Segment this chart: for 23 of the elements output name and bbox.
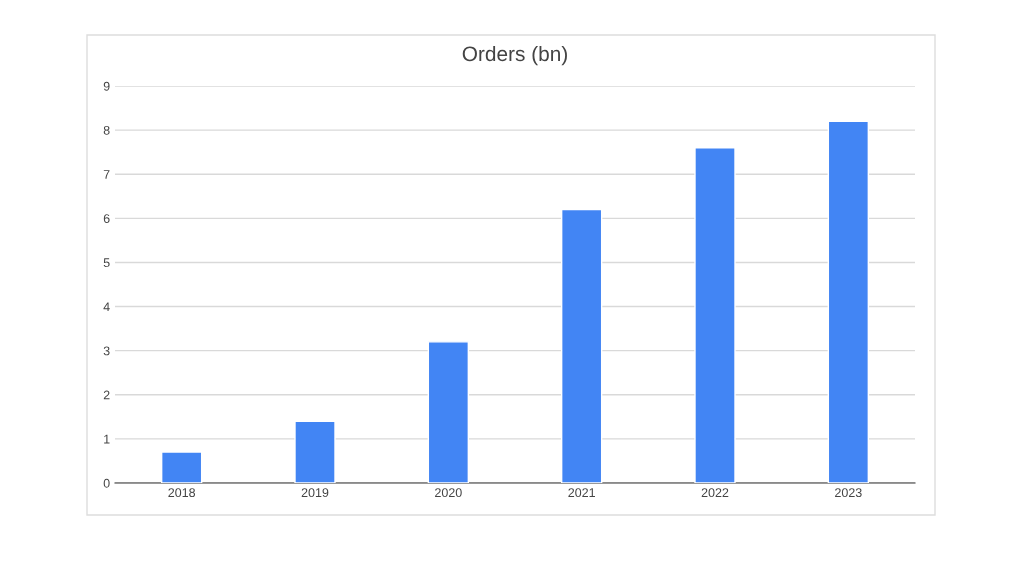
chart-title: Orders (bn) xyxy=(462,45,567,66)
y-tick-label: 1 xyxy=(104,434,110,444)
y-tick-label: 5 xyxy=(103,258,110,268)
bar xyxy=(560,208,603,483)
x-tick-label: 2023 xyxy=(835,488,862,498)
y-tick-label: 7 xyxy=(103,170,110,179)
x-tick-label: 2022 xyxy=(701,488,729,498)
x-tick-label: 2019 xyxy=(301,488,329,498)
bar xyxy=(294,420,336,483)
bar xyxy=(694,147,736,483)
x-tick-label: 2020 xyxy=(435,488,462,498)
x-tick-label: 2021 xyxy=(568,488,595,498)
y-tick-label: 8 xyxy=(103,125,110,135)
bar xyxy=(427,341,470,483)
bar xyxy=(827,120,870,483)
y-tick-label: 3 xyxy=(103,346,110,356)
y-tick-label: 2 xyxy=(103,390,110,400)
y-tick-label: 4 xyxy=(103,302,110,312)
bar xyxy=(160,451,203,483)
x-tick-label: 2018 xyxy=(168,488,196,498)
y-tick-label: 0 xyxy=(103,478,110,488)
y-tick-label: 9 xyxy=(103,81,110,91)
y-tick-label: 6 xyxy=(103,214,110,223)
